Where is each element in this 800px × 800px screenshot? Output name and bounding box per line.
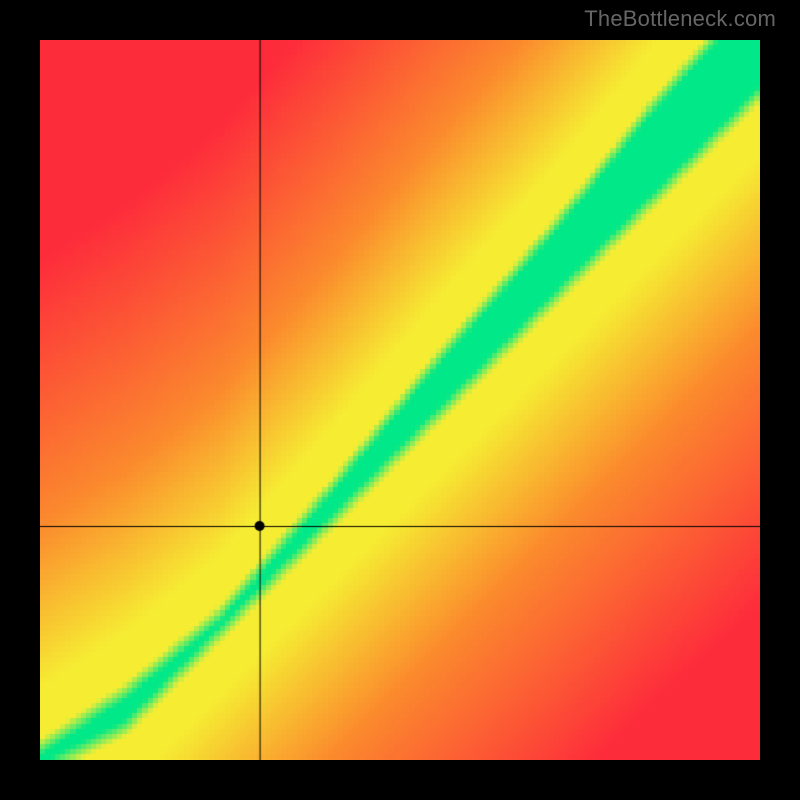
bottleneck-heatmap (40, 40, 760, 760)
chart-container: { "watermark": { "text": "TheBottleneck.… (0, 0, 800, 800)
watermark-text: TheBottleneck.com (584, 6, 776, 32)
